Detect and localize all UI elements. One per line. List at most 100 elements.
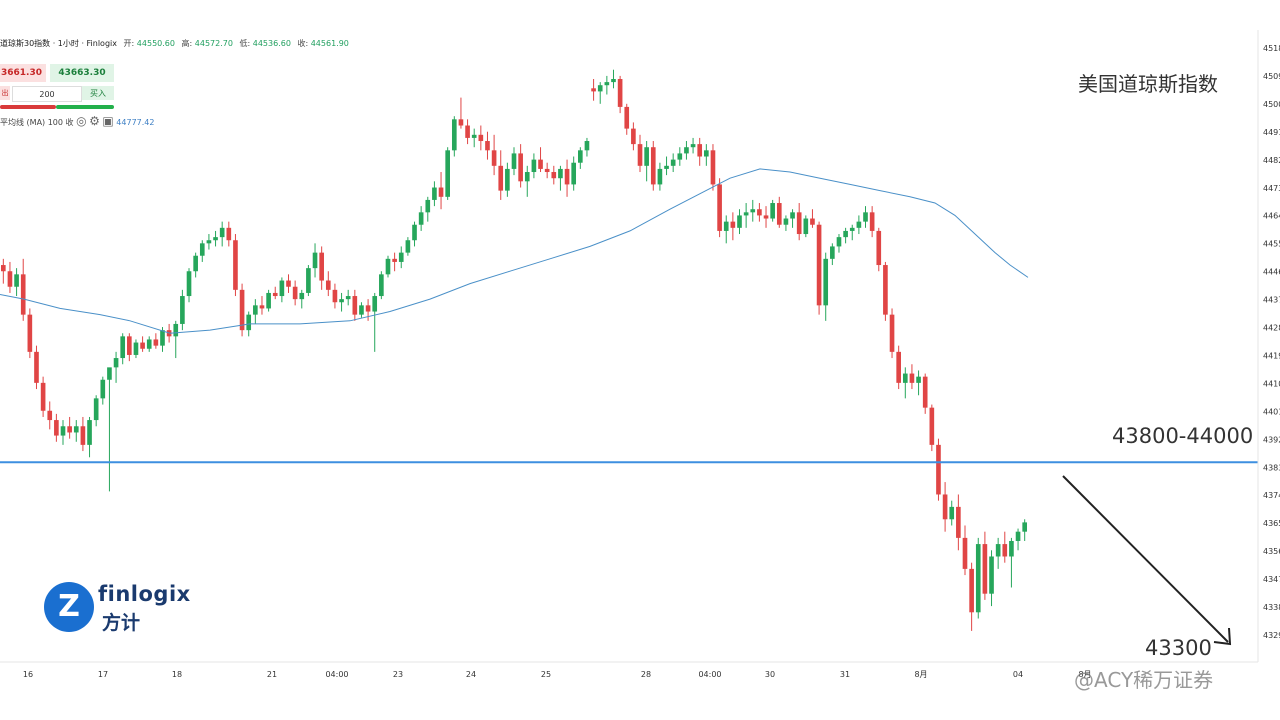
candle-body [345, 296, 351, 300]
y-tick-label: 4338 [1263, 603, 1280, 612]
candle-body [478, 134, 484, 142]
candle-body [717, 184, 722, 231]
candle-body [949, 506, 955, 520]
y-tick-label: 4401 [1263, 407, 1280, 416]
candle-body [597, 85, 603, 92]
candle-body [173, 323, 179, 337]
candle-body [312, 252, 318, 269]
candle-body [246, 314, 252, 331]
ohlc-header: 道琼斯30指数 · 1小时 · Finlogix 开: 44550.60 高: … [0, 38, 349, 49]
symbol-label: 道琼斯30指数 · 1小时 · Finlogix [0, 39, 117, 48]
candle-body [398, 252, 404, 262]
delete-icon[interactable]: ▣ [102, 114, 114, 128]
high-label: 高: [181, 39, 193, 48]
candle-body [564, 168, 570, 185]
settings-icon[interactable]: ⚙ [89, 114, 100, 128]
candle-body [27, 314, 33, 352]
candle-body [306, 268, 311, 293]
candle-body [253, 305, 258, 315]
indicator-value: 44777.42 [116, 118, 155, 127]
candle-body [107, 367, 112, 380]
candle-body [206, 240, 212, 244]
x-tick-label: 30 [765, 670, 775, 679]
candle-body [723, 221, 729, 231]
sell-button[interactable]: 出 [0, 86, 10, 100]
y-tick-label: 4446 [1263, 268, 1280, 277]
candle-body [650, 147, 656, 185]
y-tick-label: 4419 [1263, 351, 1280, 360]
candle-body [498, 165, 504, 191]
quantity-input[interactable]: 200 [12, 86, 82, 102]
candle-body [73, 426, 79, 433]
candle-body [505, 168, 510, 191]
sell-price-button[interactable]: 3661.30 [0, 64, 46, 82]
candle-body [544, 168, 550, 173]
y-tick-label: 4482 [1263, 156, 1280, 165]
buy-button[interactable]: 买入 [82, 86, 114, 100]
x-tick-label: 18 [172, 670, 182, 679]
candle-body [332, 289, 338, 303]
candle-body [180, 296, 185, 324]
candle-body [325, 280, 331, 290]
candle-body [299, 292, 305, 300]
candle-body [372, 296, 378, 312]
candle-body [578, 150, 583, 163]
candle-body [644, 147, 649, 166]
candle-body [186, 271, 192, 297]
candle-body [120, 336, 126, 359]
close-value: 44561.90 [310, 39, 349, 48]
candle-body [571, 162, 577, 185]
eye-icon[interactable]: ◎ [76, 114, 87, 128]
candle-body [664, 165, 669, 169]
candle-body [80, 426, 86, 445]
candle-body [936, 444, 941, 495]
candle-body [1022, 522, 1028, 532]
candle-body [995, 544, 1001, 557]
logo-mark: Z [44, 582, 94, 632]
candle-body [803, 218, 809, 235]
candle-body [418, 212, 424, 225]
candle-body [432, 187, 437, 200]
candle-body [34, 351, 39, 383]
candle-body [922, 376, 928, 408]
open-label: 开: [123, 39, 135, 48]
candles [0, 69, 1028, 631]
candle-body [405, 240, 411, 253]
watermark: @ACY稀万证券 [1074, 668, 1214, 692]
candle-body [451, 119, 457, 151]
candle-body [491, 150, 497, 166]
y-tick-label: 4347 [1263, 575, 1280, 584]
candle-body [226, 227, 232, 241]
buy-price-button[interactable]: 43663.30 [50, 64, 114, 82]
candle-body [830, 246, 835, 259]
candle-body [737, 215, 742, 228]
candle-body [292, 286, 298, 300]
candle-body [153, 339, 159, 346]
candle-body [1002, 544, 1008, 557]
candle-body [677, 153, 683, 160]
y-tick-label: 4356 [1263, 547, 1280, 556]
candle-body [710, 150, 716, 185]
candle-body [471, 134, 477, 138]
candle-body [1009, 540, 1014, 557]
candle-body [843, 230, 848, 238]
logo-text-zh: 方计 [102, 612, 141, 634]
candle-body [511, 153, 517, 169]
low-label: 低: [239, 39, 251, 48]
candle-body [869, 212, 875, 231]
candle-body [836, 237, 842, 247]
candle-body [127, 336, 132, 355]
candle-body [272, 292, 278, 297]
candle-body [458, 119, 464, 126]
target-label: 43300 [1145, 636, 1212, 660]
candle-body [0, 265, 6, 272]
candle-body [445, 150, 450, 197]
candle-body [902, 373, 908, 383]
candle-body [670, 159, 676, 166]
candle-body [697, 144, 703, 157]
candle-body [465, 125, 470, 138]
candle-body [352, 296, 358, 315]
candle-body [412, 224, 417, 241]
